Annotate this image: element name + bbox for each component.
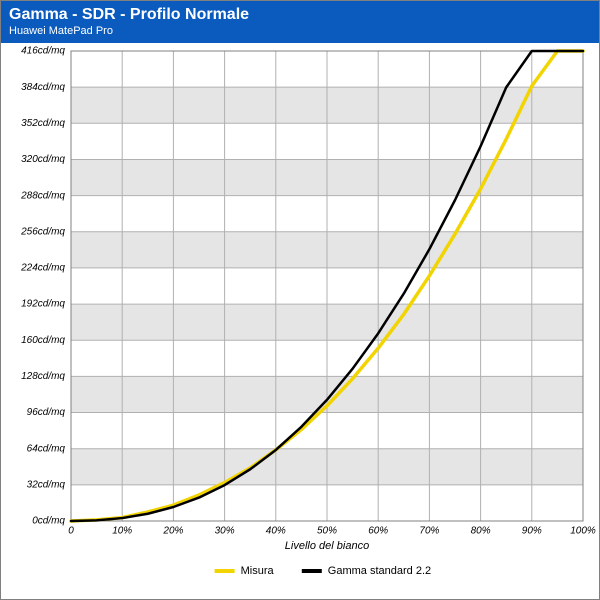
svg-text:90%: 90% [522, 525, 542, 536]
svg-text:30%: 30% [215, 525, 235, 536]
svg-text:0: 0 [68, 525, 74, 536]
chart-frame: Gamma - SDR - Profilo Normale Huawei Mat… [0, 0, 600, 600]
svg-text:0cd/mq: 0cd/mq [32, 516, 65, 527]
svg-text:320cd/mq: 320cd/mq [21, 154, 65, 165]
svg-text:96cd/mq: 96cd/mq [27, 407, 66, 418]
svg-text:288cd/mq: 288cd/mq [20, 190, 65, 201]
svg-text:60%: 60% [368, 525, 388, 536]
chart-area: 0cd/mq 32cd/mq 64cd/mq 96cd/mq 128cd/mq 160cd… [1, 43, 599, 599]
svg-text:32cd/mq: 32cd/mq [27, 479, 66, 490]
svg-text:384cd/mq: 384cd/mq [21, 82, 65, 93]
svg-text:Gamma standard 2.2: Gamma standard 2.2 [328, 565, 431, 577]
svg-text:Livello del bianco: Livello del bianco [285, 540, 369, 552]
svg-text:256cd/mq: 256cd/mq [20, 226, 65, 237]
svg-text:10%: 10% [112, 525, 132, 536]
chart-header: Gamma - SDR - Profilo Normale Huawei Mat… [1, 1, 599, 43]
svg-text:Misura: Misura [241, 565, 275, 577]
svg-text:40%: 40% [266, 525, 286, 536]
svg-text:100%: 100% [570, 525, 596, 536]
svg-text:160cd/mq: 160cd/mq [21, 335, 65, 346]
line-chart-svg: 0cd/mq 32cd/mq 64cd/mq 96cd/mq 128cd/mq 160cd… [1, 43, 599, 596]
svg-text:224cd/mq: 224cd/mq [20, 263, 65, 274]
chart-title: Gamma - SDR - Profilo Normale [9, 6, 591, 24]
svg-text:128cd/mq: 128cd/mq [21, 371, 65, 382]
svg-text:50%: 50% [317, 525, 337, 536]
svg-text:192cd/mq: 192cd/mq [21, 299, 65, 310]
svg-text:352cd/mq: 352cd/mq [21, 118, 65, 129]
svg-text:64cd/mq: 64cd/mq [27, 443, 66, 454]
chart-subtitle: Huawei MatePad Pro [9, 25, 591, 37]
svg-text:70%: 70% [419, 525, 439, 536]
svg-text:80%: 80% [471, 525, 491, 536]
svg-text:20%: 20% [162, 525, 183, 536]
svg-text:416cd/mq: 416cd/mq [21, 46, 65, 57]
